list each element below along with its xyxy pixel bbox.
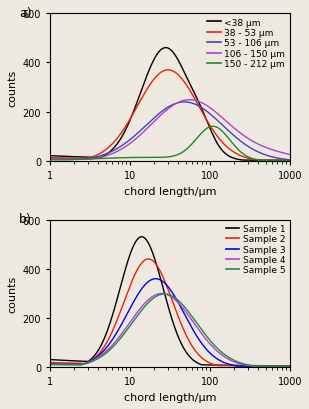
- Text: b): b): [19, 213, 32, 225]
- X-axis label: chord length/μm: chord length/μm: [124, 186, 216, 196]
- Legend: Sample 1, Sample 2, Sample 3, Sample 4, Sample 5: Sample 1, Sample 2, Sample 3, Sample 4, …: [226, 225, 285, 275]
- X-axis label: chord length/μm: chord length/μm: [124, 392, 216, 402]
- Y-axis label: counts: counts: [7, 69, 17, 106]
- Text: a): a): [19, 7, 32, 20]
- Legend: <38 μm, 38 - 53 μm, 53 - 106 μm, 106 - 150 μm, 150 - 212 μm: <38 μm, 38 - 53 μm, 53 - 106 μm, 106 - 1…: [207, 18, 285, 69]
- Y-axis label: counts: counts: [7, 275, 17, 312]
